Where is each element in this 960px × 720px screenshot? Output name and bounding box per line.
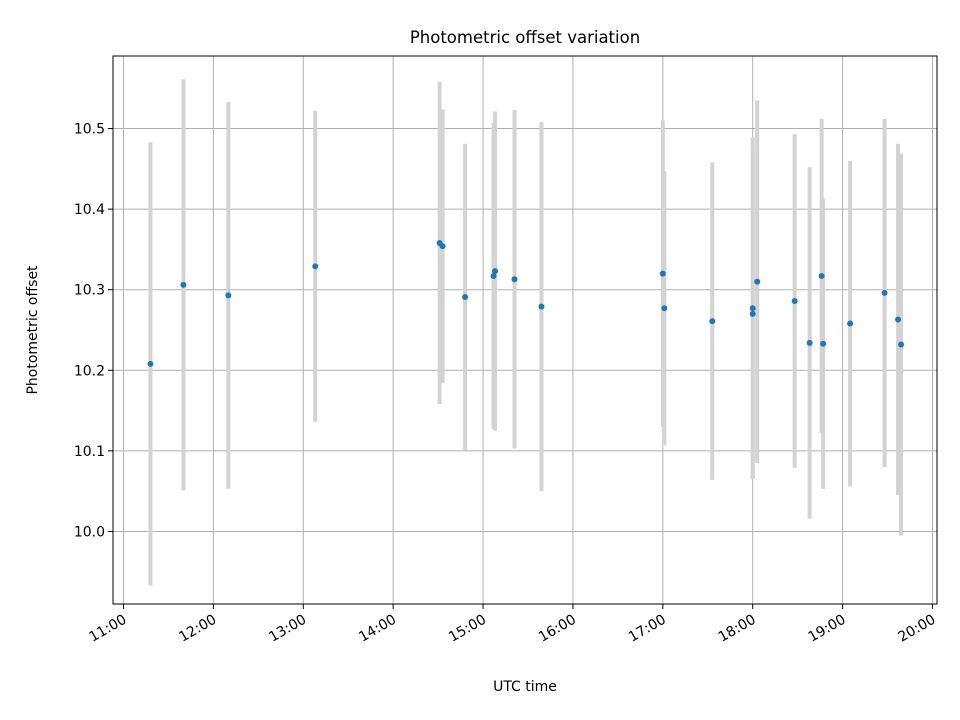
y-tick-label: 10.1 bbox=[74, 444, 105, 460]
y-tick-label: 10.4 bbox=[74, 202, 105, 218]
y-tick-label: 10.2 bbox=[74, 363, 105, 379]
data-point bbox=[895, 316, 902, 323]
data-point bbox=[225, 292, 232, 299]
data-point bbox=[847, 320, 854, 327]
data-point bbox=[147, 360, 154, 367]
data-point bbox=[511, 276, 518, 283]
y-axis-label: Photometric offset bbox=[25, 265, 41, 395]
data-point bbox=[806, 339, 813, 346]
data-point bbox=[538, 303, 545, 310]
data-point bbox=[791, 297, 798, 304]
data-point bbox=[818, 273, 825, 280]
data-points bbox=[147, 239, 905, 367]
data-point bbox=[462, 293, 469, 300]
y-axis: 10.0 10.1 10.2 10.3 10.4 10.5 bbox=[74, 122, 113, 540]
data-point bbox=[180, 281, 187, 288]
data-point bbox=[754, 278, 761, 285]
data-point bbox=[490, 273, 497, 280]
plot-frame bbox=[112, 55, 938, 605]
data-point bbox=[659, 270, 666, 277]
data-point bbox=[749, 310, 756, 317]
data-point bbox=[312, 263, 319, 270]
y-tick-label: 10.0 bbox=[74, 524, 105, 540]
data-point bbox=[820, 340, 827, 347]
data-point bbox=[881, 289, 888, 296]
data-point bbox=[492, 268, 499, 275]
data-point bbox=[439, 243, 446, 250]
data-point bbox=[709, 318, 716, 325]
data-point bbox=[661, 305, 668, 312]
y-tick-label: 10.5 bbox=[74, 122, 105, 138]
x-axis-label: UTC time bbox=[493, 679, 557, 695]
y-tick-label: 10.3 bbox=[74, 283, 105, 299]
chart-title: Photometric offset variation bbox=[410, 28, 640, 47]
data-point bbox=[898, 341, 905, 348]
data-point bbox=[749, 305, 756, 312]
